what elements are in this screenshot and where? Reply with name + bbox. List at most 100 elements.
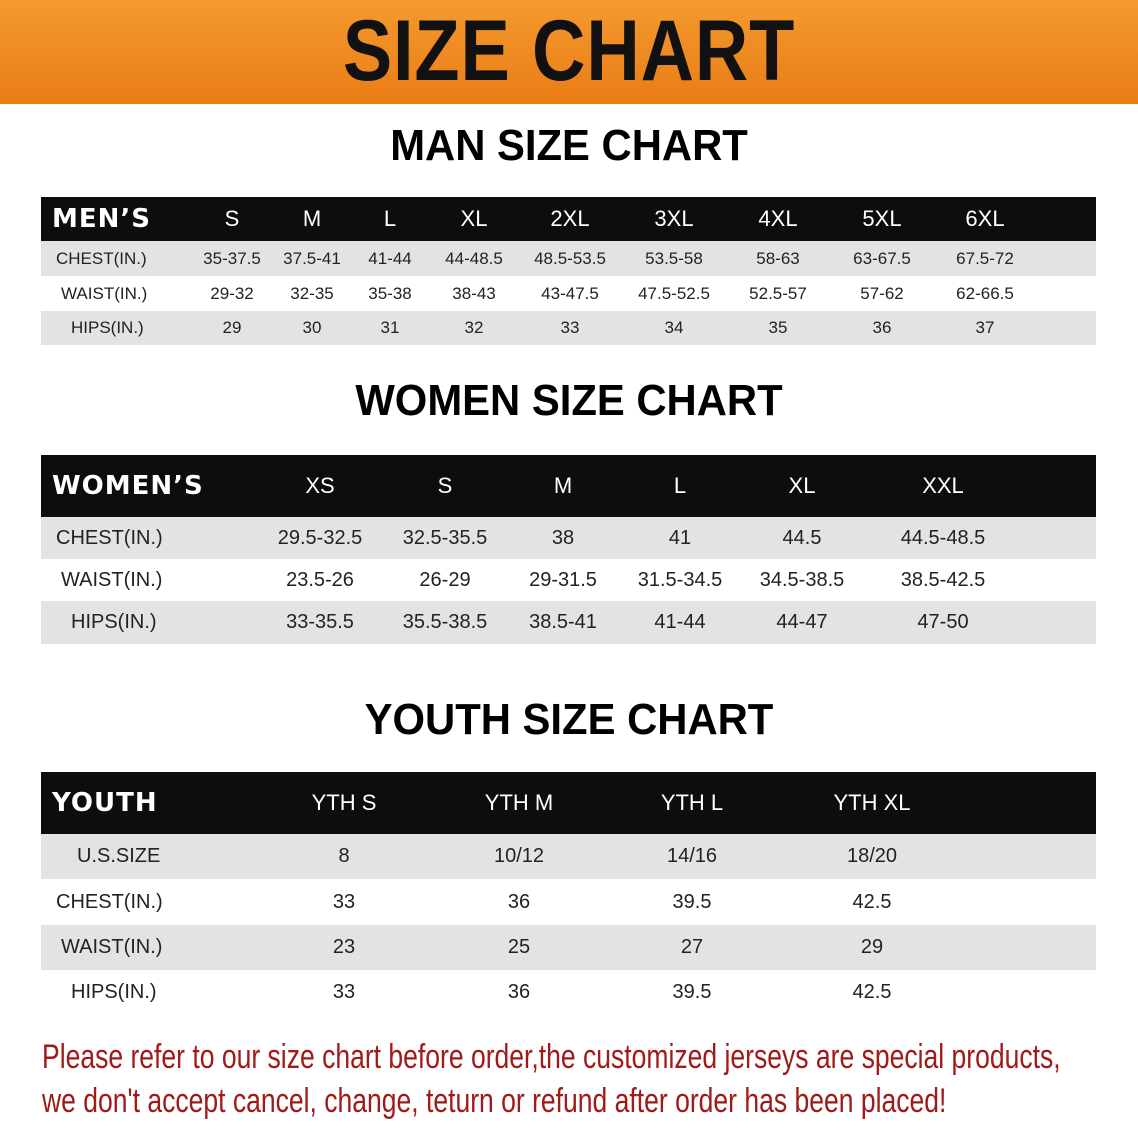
men-header-row: MEN’S S M L XL 2XL 3XL 4XL 5XL 6XL (41, 197, 1096, 241)
size-header: 5XL (862, 206, 902, 231)
measurement-value: 42.5 (852, 981, 892, 1003)
size-header: S (224, 206, 240, 231)
size-header: S (437, 473, 453, 498)
table-row: HIPS(IN.) 33-35.5 35.5-38.5 38.5-41 41-44 44-… (41, 601, 1096, 644)
measurement-value: 48.5-53.5 (534, 248, 606, 268)
measurement-value: 10/12 (493, 845, 545, 867)
measurement-value: 43-47.5 (541, 283, 599, 303)
measurement-value: 41 (668, 526, 692, 549)
measurement-value: 38 (551, 526, 575, 549)
measurement-value: 33 (332, 981, 356, 1003)
size-header: M (553, 473, 573, 498)
measurement-value: 14/16 (666, 845, 718, 867)
measurement-value: 29 (860, 936, 884, 958)
size-header: 3XL (654, 206, 694, 231)
women-header-label: WOMEN’S (52, 471, 204, 501)
men-header-label: MEN’S (52, 204, 151, 234)
size-header: XL (788, 473, 816, 498)
measurement-value: 29.5-32.5 (277, 526, 363, 549)
men-size-table: MEN’S S M L XL 2XL 3XL 4XL 5XL 6XL CHEST(IN.) 35-37… (41, 197, 1096, 345)
size-header: 4XL (758, 206, 798, 231)
banner: SIZE CHART (0, 0, 1138, 104)
measurement-label: U.S.SIZE (77, 845, 161, 867)
measurement-value: 35.5-38.5 (402, 611, 488, 633)
measurement-value: 47.5-52.5 (638, 283, 710, 303)
table-row: CHEST(IN.) 35-37.5 37.5-41 41-44 44-48.5 48.5… (41, 241, 1096, 276)
measurement-value: 53.5-58 (645, 248, 703, 268)
measurement-value: 57-62 (860, 283, 904, 303)
measurement-value: 32-35 (290, 283, 334, 303)
measurement-value: 23.5-26 (286, 568, 354, 591)
measurement-value: 38-43 (452, 283, 496, 303)
measurement-label: CHEST(IN.) (56, 248, 147, 268)
size-header: 6XL (965, 206, 1005, 231)
measurement-label: WAIST(IN.) (61, 283, 148, 303)
table-row: CHEST(IN.) 33 36 39.5 42.5 (41, 879, 1096, 925)
measurement-value: 41-44 (654, 611, 706, 633)
measurement-value: 33 (332, 890, 356, 913)
measurement-value: 39.5 (672, 981, 712, 1003)
measurement-value: 31 (380, 318, 400, 337)
table-row: U.S.SIZE 8 10/12 14/16 18/20 (41, 834, 1096, 879)
measurement-label: CHEST(IN.) (56, 890, 163, 913)
size-header: L (673, 473, 687, 498)
measurement-value: 8 (338, 845, 350, 867)
measurement-value: 58-63 (756, 248, 800, 268)
measurement-value: 62-66.5 (956, 283, 1014, 303)
measurement-value: 37 (975, 318, 995, 337)
measurement-value: 29-32 (210, 283, 254, 303)
measurement-value: 34 (664, 318, 684, 337)
measurement-value: 23 (332, 936, 356, 958)
measurement-value: 41-44 (368, 248, 412, 268)
notice-line-1: Please refer to our size chart before or… (42, 1038, 1061, 1076)
size-header: YTH M (484, 790, 554, 815)
table-row: WAIST(IN.) 29-32 32-35 35-38 38-43 43-47.5 47.… (41, 276, 1096, 311)
measurement-value: 44.5-48.5 (900, 526, 986, 549)
youth-section-title: YOUTH SIZE CHART (364, 695, 774, 744)
measurement-value: 27 (680, 936, 704, 958)
measurement-value: 35-37.5 (203, 248, 261, 268)
size-header: XL (460, 206, 488, 231)
measurement-value: 31.5-34.5 (637, 568, 723, 591)
measurement-label: WAIST(IN.) (61, 936, 163, 958)
measurement-value: 39.5 (672, 890, 712, 913)
size-header: M (302, 206, 322, 231)
measurement-label: HIPS(IN.) (71, 611, 157, 633)
measurement-value: 32.5-35.5 (402, 526, 488, 549)
women-header-row: WOMEN’S XS S M L XL XXL (41, 455, 1096, 517)
notice-line-2: we don't accept cancel, change, teturn o… (42, 1082, 947, 1120)
table-row: WAIST(IN.) 23.5-26 26-29 29-31.5 31.5-34.5 34… (41, 559, 1096, 601)
measurement-value: 35 (768, 318, 788, 337)
measurement-value: 35-38 (368, 283, 412, 303)
measurement-value: 47-50 (917, 611, 969, 633)
women-size-table: WOMEN’S XS S M L XL XXL CHEST(IN.) 29.5-32.5 32.5… (41, 455, 1096, 644)
size-header: L (383, 206, 397, 231)
measurement-value: 52.5-57 (749, 283, 807, 303)
measurement-value: 42.5 (852, 890, 892, 913)
measurement-value: 67.5-72 (956, 248, 1014, 268)
women-section-title: WOMEN SIZE CHART (355, 376, 783, 425)
measurement-label: WAIST(IN.) (61, 568, 163, 591)
measurement-value: 18/20 (846, 845, 898, 867)
measurement-value: 36 (872, 318, 892, 337)
size-header: XS (305, 473, 335, 498)
measurement-value: 34.5-38.5 (759, 568, 845, 591)
table-row: HIPS(IN.) 29 30 31 32 33 34 35 36 37 (41, 311, 1096, 345)
measurement-value: 29-31.5 (529, 568, 597, 591)
youth-header-row: YOUTH YTH S YTH M YTH L YTH XL (41, 772, 1096, 834)
measurement-label: HIPS(IN.) (71, 981, 157, 1003)
measurement-value: 32 (464, 318, 484, 337)
measurement-value: 38.5-41 (529, 611, 597, 633)
measurement-value: 44-48.5 (445, 248, 503, 268)
size-header: YTH S (311, 790, 377, 815)
measurement-value: 38.5-42.5 (900, 568, 986, 591)
measurement-value: 44.5 (782, 526, 822, 549)
measurement-value: 36 (507, 890, 531, 913)
measurement-label: CHEST(IN.) (56, 526, 163, 549)
measurement-value: 63-67.5 (853, 248, 911, 268)
table-row: WAIST(IN.) 23 25 27 29 (41, 925, 1096, 970)
measurement-value: 30 (302, 318, 322, 337)
size-header: YTH L (660, 790, 724, 815)
size-header: XXL (922, 473, 964, 498)
youth-header-label: YOUTH (52, 788, 158, 818)
